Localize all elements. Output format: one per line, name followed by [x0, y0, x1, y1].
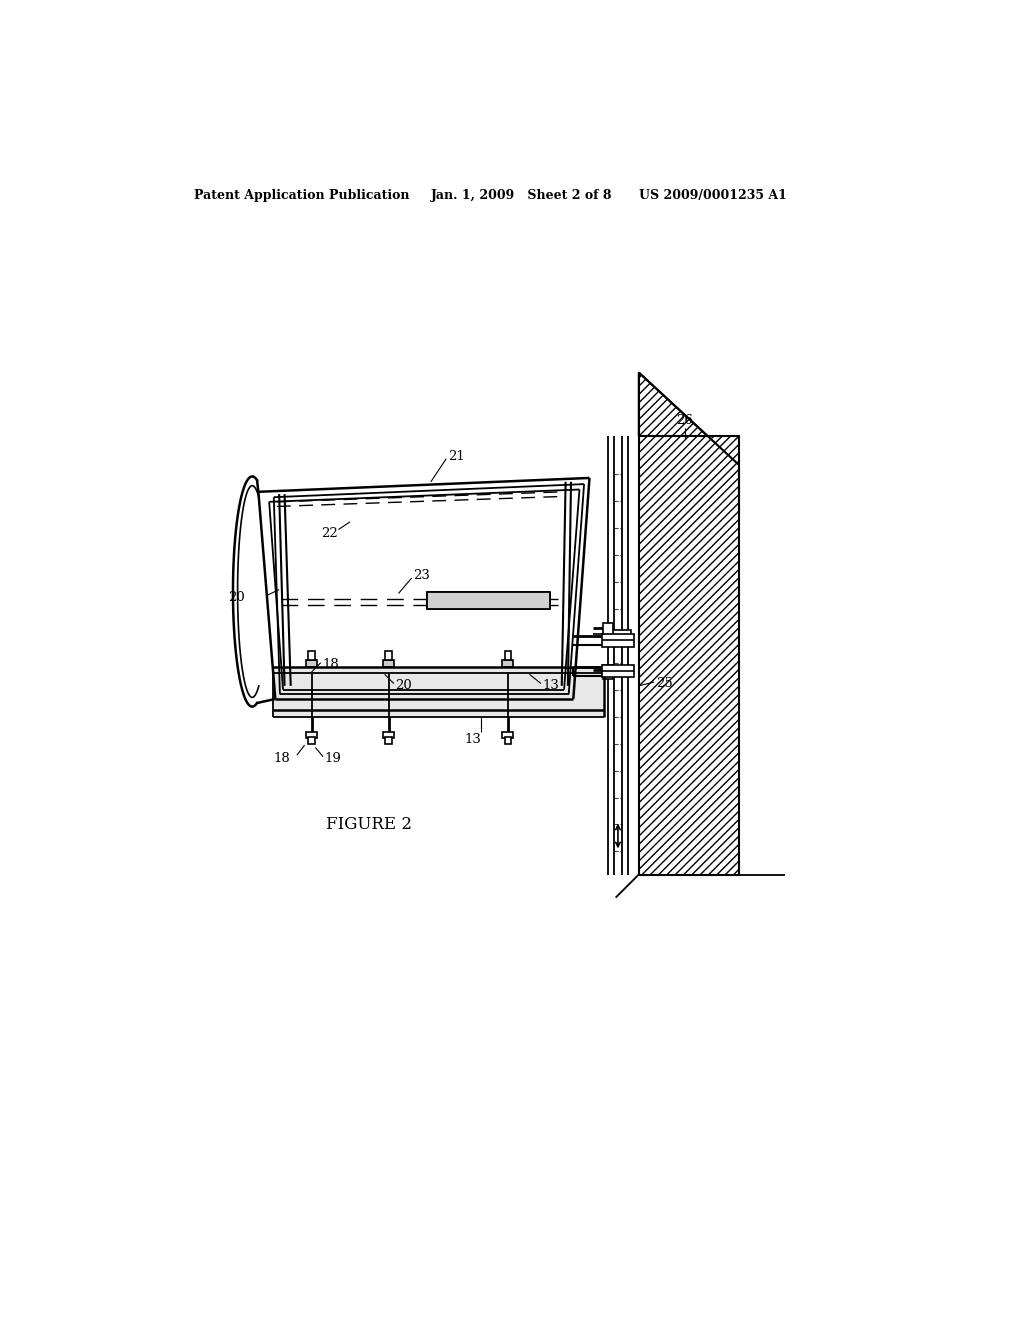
Text: FIGURE 2: FIGURE 2 — [327, 816, 413, 833]
Bar — [605, 630, 631, 636]
Bar — [603, 623, 612, 638]
Bar — [308, 651, 314, 660]
Text: 25: 25 — [655, 677, 673, 690]
Bar — [503, 660, 513, 667]
Bar — [505, 651, 511, 660]
Bar — [603, 665, 612, 678]
Bar — [385, 737, 391, 744]
Bar — [383, 733, 394, 738]
Text: 20: 20 — [227, 591, 245, 603]
Bar — [602, 665, 634, 677]
Bar — [602, 635, 634, 647]
Bar — [503, 733, 513, 738]
Bar — [605, 668, 631, 675]
Bar — [385, 651, 391, 660]
Text: Jan. 1, 2009   Sheet 2 of 8: Jan. 1, 2009 Sheet 2 of 8 — [431, 189, 612, 202]
Bar — [306, 660, 316, 667]
Text: 19: 19 — [325, 751, 341, 764]
Text: 21: 21 — [447, 450, 465, 463]
Text: 18: 18 — [273, 752, 290, 766]
Bar — [306, 733, 316, 738]
Text: 26: 26 — [677, 413, 693, 426]
Text: 13: 13 — [465, 733, 481, 746]
Text: Patent Application Publication: Patent Application Publication — [194, 189, 410, 202]
Bar — [505, 737, 511, 744]
Polygon shape — [639, 436, 739, 875]
Text: 22: 22 — [322, 527, 338, 540]
Text: US 2009/0001235 A1: US 2009/0001235 A1 — [639, 189, 786, 202]
Polygon shape — [639, 372, 739, 512]
Text: 20: 20 — [395, 678, 413, 692]
Text: 23: 23 — [413, 569, 430, 582]
Bar — [383, 660, 394, 667]
Bar — [427, 591, 550, 609]
Bar — [273, 667, 603, 715]
Bar — [308, 737, 314, 744]
Text: 18: 18 — [323, 657, 339, 671]
Text: 13: 13 — [543, 678, 559, 692]
